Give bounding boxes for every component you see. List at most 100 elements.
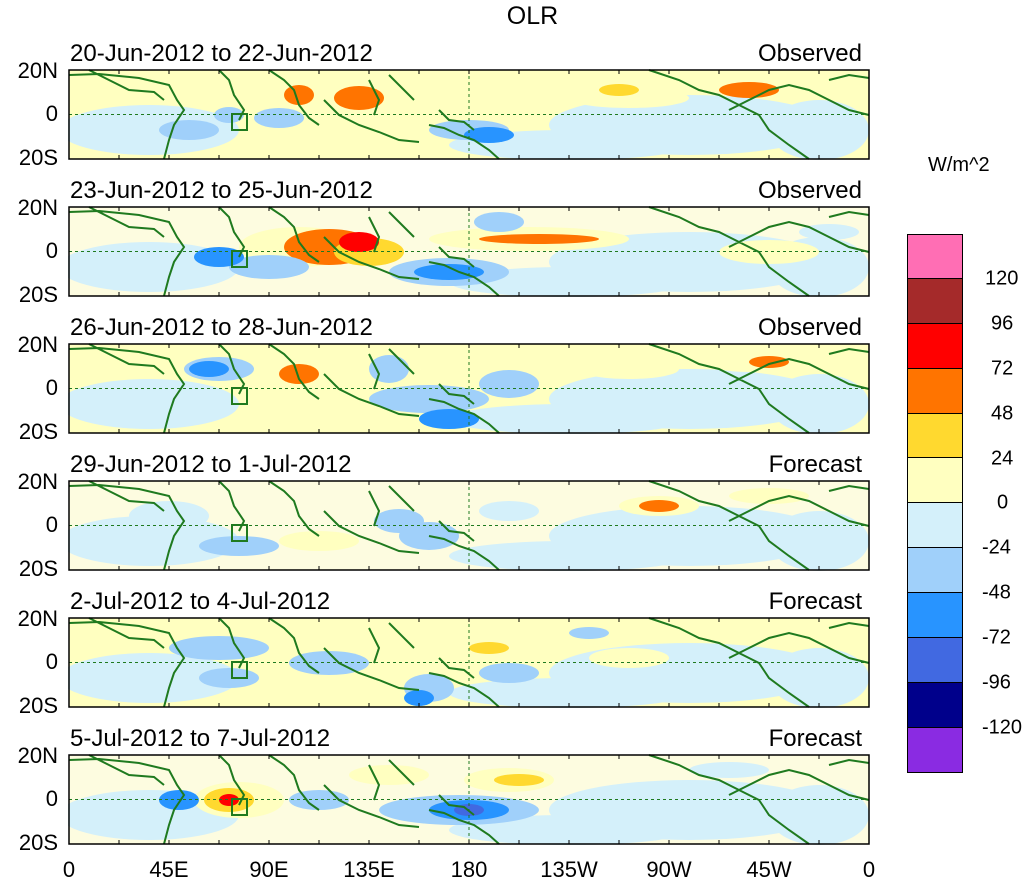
colorbar-units: W/m^2 bbox=[928, 154, 990, 176]
coastline bbox=[68, 754, 870, 845]
anomaly-region bbox=[689, 762, 769, 778]
olr-anomaly-map bbox=[68, 343, 870, 434]
panel-kind: Observed bbox=[757, 40, 862, 67]
coastline bbox=[68, 617, 870, 708]
latitude-tick: 20N bbox=[17, 195, 58, 220]
panel-kind: Observed bbox=[757, 314, 862, 341]
colorbar-label: 96 bbox=[991, 312, 1014, 335]
panel-kind: Observed bbox=[757, 177, 862, 204]
longitude-tick: 45E bbox=[149, 857, 189, 882]
colorbar-label: 72 bbox=[991, 357, 1014, 380]
anomaly-region bbox=[404, 690, 434, 706]
olr-anomaly-map bbox=[68, 617, 870, 708]
anomaly-region bbox=[599, 84, 639, 96]
colorbar-swatch bbox=[907, 413, 963, 459]
anomaly-region bbox=[169, 636, 269, 660]
panel-date-range: 29-Jun-2012 to 1-Jul-2012 bbox=[70, 451, 352, 478]
anomaly-region bbox=[459, 96, 559, 124]
olr-anomaly-map bbox=[68, 754, 870, 845]
colorbar-swatch bbox=[907, 638, 963, 683]
longitude-tick: 90E bbox=[249, 857, 289, 882]
panel-kind: Forecast bbox=[768, 451, 862, 478]
colorbar-label: 120 bbox=[985, 267, 1019, 290]
anomaly-region bbox=[68, 653, 239, 703]
anomaly-region bbox=[579, 359, 679, 379]
longitude-tick: 135E bbox=[343, 857, 395, 882]
anomaly-region bbox=[629, 130, 709, 150]
longitude-tick: 180 bbox=[450, 857, 488, 882]
colorbar-swatch bbox=[907, 503, 963, 549]
latitude-tick: 20S bbox=[18, 693, 58, 718]
anomaly-region bbox=[749, 356, 789, 368]
latitude-tick: 20S bbox=[18, 830, 58, 855]
map-panel: 20-Jun-2012 to 22-Jun-2012 Observed 20N 0 20… bbox=[0, 40, 900, 180]
map-panel: 26-Jun-2012 to 28-Jun-2012 Observed 20N 0 20… bbox=[0, 314, 900, 454]
panel-date-range: 5-Jul-2012 to 7-Jul-2012 bbox=[70, 725, 331, 752]
anomaly-region bbox=[449, 815, 689, 845]
anomaly-region bbox=[589, 648, 669, 668]
anomaly-region bbox=[279, 531, 359, 551]
latitude-tick: 20S bbox=[18, 556, 58, 581]
panel-date-range: 2-Jul-2012 to 4-Jul-2012 bbox=[70, 588, 331, 615]
anomaly-region bbox=[569, 627, 609, 639]
anomaly-region bbox=[479, 663, 539, 683]
anomaly-region bbox=[769, 374, 869, 434]
anomaly-region bbox=[494, 774, 544, 786]
latitude-tick: 20S bbox=[18, 282, 58, 307]
anomaly-region bbox=[214, 107, 244, 123]
anomaly-region bbox=[449, 678, 689, 708]
anomaly-region bbox=[639, 500, 679, 512]
latitude-tick: 20S bbox=[18, 145, 58, 170]
panel-kind: Forecast bbox=[768, 588, 862, 615]
colorbar-swatch bbox=[907, 368, 963, 414]
longitude-tick: 45W bbox=[746, 857, 792, 882]
colorbar-swatch bbox=[907, 278, 963, 324]
anomaly-region bbox=[414, 264, 484, 280]
anomaly-region bbox=[479, 234, 599, 244]
longitude-tick: 0 bbox=[62, 857, 76, 882]
anomaly-region bbox=[464, 127, 514, 143]
anomaly-region bbox=[199, 536, 279, 556]
anomaly-region bbox=[719, 240, 819, 264]
colorbar-swatch bbox=[907, 727, 963, 773]
colorbar-label: -120 bbox=[982, 716, 1023, 739]
map-panel: 29-Jun-2012 to 1-Jul-2012 Forecast 20N 0 20S bbox=[0, 451, 900, 591]
anomaly-region bbox=[199, 668, 259, 688]
anomaly-region bbox=[254, 108, 304, 128]
anomaly-region bbox=[334, 86, 384, 110]
olr-anomaly-map bbox=[68, 69, 870, 160]
anomaly-region bbox=[639, 664, 799, 692]
anomaly-region bbox=[419, 409, 479, 429]
anomaly-region bbox=[799, 224, 859, 240]
longitude-tick: 135W bbox=[540, 857, 598, 882]
anomaly-region bbox=[289, 382, 369, 406]
colorbar bbox=[907, 234, 963, 773]
coastline bbox=[68, 480, 870, 571]
latitude-tick: 0 bbox=[45, 101, 58, 126]
latitude-tick: 0 bbox=[45, 786, 58, 811]
colorbar-label: -48 bbox=[982, 581, 1011, 604]
olr-anomaly-map bbox=[68, 206, 870, 297]
anomaly-region bbox=[769, 511, 869, 571]
anomaly-region bbox=[129, 501, 209, 531]
anomaly-region bbox=[449, 541, 689, 571]
latitude-tick: 0 bbox=[45, 649, 58, 674]
anomaly-region bbox=[599, 400, 739, 428]
latitude-tick: 20N bbox=[17, 606, 58, 631]
colorbar-label: -24 bbox=[982, 536, 1011, 559]
anomaly-region bbox=[189, 361, 229, 377]
map-panel: 23-Jun-2012 to 25-Jun-2012 Observed 20N 0 20… bbox=[0, 177, 900, 317]
latitude-tick: 20N bbox=[17, 469, 58, 494]
figure-title: OLR bbox=[506, 2, 559, 30]
coastline bbox=[68, 343, 870, 434]
olr-anomaly-map bbox=[68, 480, 870, 571]
latitude-tick: 0 bbox=[45, 512, 58, 537]
colorbar-label: 0 bbox=[997, 491, 1009, 514]
colorbar-swatch bbox=[907, 458, 963, 504]
colorbar-swatch bbox=[907, 323, 963, 369]
anomaly-region bbox=[729, 488, 809, 504]
anomaly-region bbox=[369, 355, 409, 383]
latitude-tick: 20S bbox=[18, 419, 58, 444]
latitude-tick: 20N bbox=[17, 743, 58, 768]
anomaly-region bbox=[219, 794, 239, 806]
